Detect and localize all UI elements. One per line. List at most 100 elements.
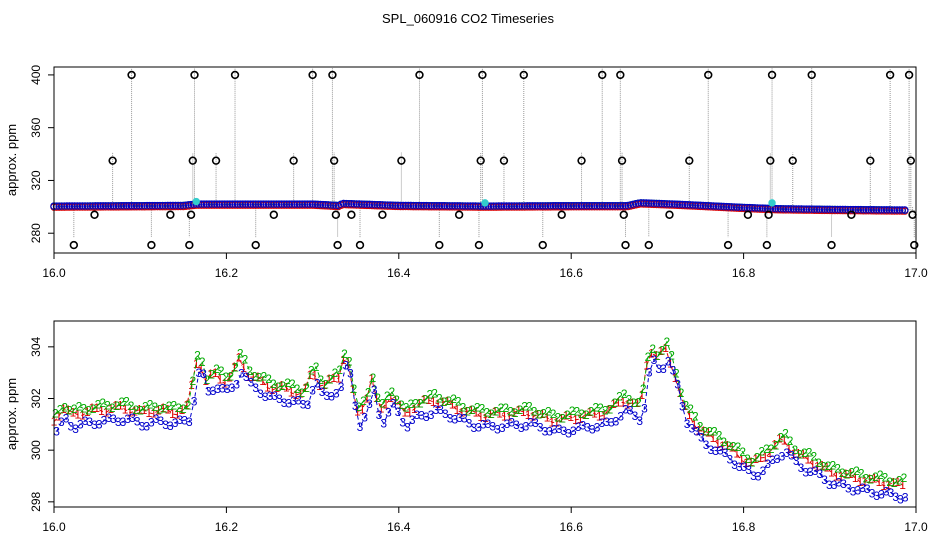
series-marker-2: 2 — [393, 393, 400, 407]
series-marker-2: 2 — [298, 386, 305, 400]
series-marker-2: 2 — [583, 408, 590, 422]
series-marker-2: 2 — [502, 401, 509, 415]
series-marker-1: 1 — [885, 478, 892, 492]
outlier-point — [230, 70, 240, 80]
series-marker-1: 1 — [145, 406, 152, 420]
series-marker-1: 1 — [226, 370, 233, 384]
series-marker-2: 2 — [540, 407, 547, 421]
series-marker-3: 3 — [442, 407, 449, 421]
y-tick-label: 400 — [29, 65, 43, 85]
series-marker-1: 1 — [79, 408, 86, 422]
series-marker-1: 1 — [302, 381, 309, 395]
series-marker-2: 2 — [403, 400, 410, 414]
series-marker-1: 1 — [828, 465, 835, 479]
series-marker-2: 2 — [147, 398, 154, 412]
outlier-point — [329, 156, 339, 165]
series-marker-1: 1 — [620, 395, 627, 409]
outlier-point — [211, 156, 221, 165]
series-marker-3: 3 — [257, 387, 264, 401]
outlier-point — [355, 240, 365, 250]
series-marker-1: 1 — [269, 383, 276, 397]
series-marker-1: 1 — [131, 404, 138, 418]
series-marker-1: 1 — [729, 440, 736, 454]
series-marker-1: 1 — [108, 402, 115, 416]
x-tick-label: 16.6 — [560, 520, 584, 534]
series-marker-3: 3 — [200, 367, 207, 381]
series-marker-2: 2 — [194, 349, 201, 363]
series-marker-2: 2 — [384, 389, 391, 403]
outlier-point — [665, 210, 674, 219]
series-marker-2: 2 — [204, 373, 211, 387]
series-marker-2: 2 — [896, 473, 903, 487]
series-marker-2: 2 — [829, 459, 836, 473]
series-marker-3: 3 — [831, 478, 838, 492]
y-tick-label: 360 — [29, 117, 43, 137]
series-marker-2: 2 — [99, 396, 106, 410]
series-marker-3: 3 — [660, 362, 667, 376]
series-marker-1: 1 — [501, 410, 508, 424]
series-marker-3: 3 — [158, 414, 165, 428]
series-marker-3: 3 — [741, 460, 748, 474]
series-marker-2: 2 — [90, 402, 97, 416]
series-marker-1: 1 — [525, 408, 532, 422]
series-marker-1: 1 — [463, 404, 470, 418]
series-marker-3: 3 — [769, 453, 776, 467]
series-marker-3: 3 — [328, 390, 335, 404]
series-marker-3: 3 — [461, 412, 468, 426]
series-marker-2: 2 — [95, 397, 102, 411]
series-marker-2: 2 — [426, 388, 433, 402]
series-marker-2: 2 — [678, 386, 685, 400]
series-marker-1: 1 — [335, 372, 342, 386]
series-marker-2: 2 — [521, 399, 528, 413]
outlier-point — [767, 70, 777, 80]
series-marker-3: 3 — [902, 490, 909, 504]
outlier-point — [69, 240, 79, 250]
series-marker-2: 2 — [545, 405, 552, 419]
outlier-point — [577, 156, 586, 165]
series-marker-2: 2 — [550, 407, 557, 421]
series-marker-3: 3 — [731, 458, 738, 472]
series-marker-2: 2 — [85, 404, 92, 418]
series-marker-1: 1 — [221, 377, 228, 391]
series-marker-3: 3 — [854, 483, 861, 497]
series-marker-2: 2 — [607, 403, 614, 417]
series-marker-1: 1 — [117, 399, 124, 413]
series-marker-3: 3 — [290, 394, 297, 408]
series-marker-2: 2 — [460, 400, 467, 414]
series-marker-2: 2 — [284, 376, 291, 390]
series-marker-2: 2 — [796, 447, 803, 461]
series-marker-1: 1 — [786, 442, 793, 456]
series-marker-2: 2 — [668, 348, 675, 362]
series-marker-1: 1 — [288, 386, 295, 400]
series-marker-3: 3 — [632, 409, 639, 423]
series-marker-3: 3 — [812, 464, 819, 478]
series-marker-1: 1 — [544, 410, 551, 424]
series-marker-2: 2 — [246, 364, 253, 378]
outlier-point — [827, 240, 836, 250]
outlier-point — [704, 70, 713, 80]
series-marker-3: 3 — [527, 415, 534, 429]
series-marker-3: 3 — [267, 389, 274, 403]
outlier-point — [347, 210, 356, 219]
series-marker-1: 1 — [876, 475, 883, 489]
series-marker-1: 1 — [767, 446, 774, 460]
bottom-series: 1111111111111111111111111111111111111111… — [51, 335, 909, 507]
series-marker-3: 3 — [390, 397, 397, 411]
series-marker-1: 1 — [112, 399, 119, 413]
series-marker-1: 1 — [601, 408, 608, 422]
series-marker-3: 3 — [248, 376, 255, 390]
series-marker-3: 3 — [72, 422, 79, 436]
y-tick-label: 298 — [29, 492, 43, 512]
series-marker-2: 2 — [725, 439, 732, 453]
series-marker-1: 1 — [93, 401, 100, 415]
series-marker-3: 3 — [613, 415, 620, 429]
series-marker-2: 2 — [626, 393, 633, 407]
series-marker-3: 3 — [532, 416, 539, 430]
series-marker-3: 3 — [679, 399, 686, 413]
series-marker-1: 1 — [383, 398, 390, 412]
series-marker-3: 3 — [91, 418, 98, 432]
series-marker-1: 1 — [506, 409, 513, 423]
series-marker-2: 2 — [445, 394, 452, 408]
series-marker-2: 2 — [517, 403, 524, 417]
outlier-point — [251, 240, 260, 250]
